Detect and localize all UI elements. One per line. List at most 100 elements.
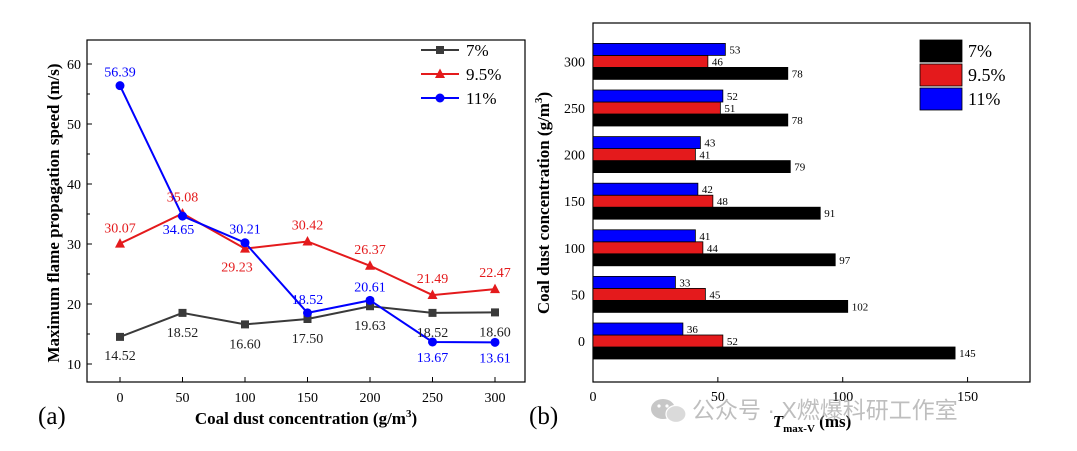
legend-marker-a	[435, 68, 445, 78]
data-label-a: 30.21	[229, 223, 261, 238]
bar-chart-panel: 0 50 100 150 200 250 300 0 50 100 150 145 102 97 91 7…	[529, 22, 1031, 435]
marker-circle	[115, 81, 125, 91]
marker-circle	[303, 308, 312, 318]
marker-circle	[365, 295, 375, 305]
data-label-a: 18.60	[479, 325, 511, 340]
marker-circle	[428, 337, 437, 347]
bar-1	[592, 241, 704, 255]
x-tick-label-b: 150	[957, 390, 978, 405]
bar-0	[592, 346, 956, 360]
y-tick-label-b: 250	[564, 102, 585, 117]
data-label-a: 20.61	[354, 280, 386, 295]
x-ticks-b: 0 50 100 150	[590, 377, 978, 405]
x-tick-label-b: 50	[711, 390, 725, 405]
data-label-a: 18.52	[292, 293, 324, 308]
bar-label: 91	[824, 208, 835, 220]
bar-0	[592, 253, 836, 267]
bar-1	[592, 55, 709, 68]
watermark: 公众号 · X燃爆科研工作室	[651, 397, 958, 424]
x-tick-label-b: 0	[590, 390, 597, 405]
y-tick-label-a: 10	[67, 358, 81, 373]
panel-label-a: (a)	[38, 403, 66, 430]
line-chart-panel: 0 50 100 150 200 250 300 10 20 30 40 50 60 14.52 18.…	[38, 39, 526, 430]
bar-label: 41	[699, 150, 710, 162]
data-label-a: 17.50	[292, 332, 324, 347]
bar-0	[592, 113, 789, 127]
legend-label-b: 7%	[968, 41, 992, 61]
bar-2	[592, 322, 684, 336]
bar-label: 33	[679, 277, 691, 289]
bar-label: 41	[699, 231, 710, 243]
y-tick-label-a: 40	[67, 178, 81, 193]
data-label-a: 30.07	[104, 222, 136, 237]
bar-label: 36	[687, 324, 699, 336]
data-label-a: 14.52	[104, 349, 136, 364]
watermark-text: 公众号 · X燃爆科研工作室	[692, 397, 958, 423]
legend-marker-a	[436, 46, 444, 54]
bar-label: 53	[729, 44, 741, 56]
legend-label-a: 11%	[466, 89, 497, 108]
data-label-a: 30.42	[292, 218, 324, 233]
y-tick-label-a: 20	[67, 298, 81, 313]
bar-2	[592, 43, 726, 56]
marker-square	[428, 308, 437, 317]
y-tick-label-b: 200	[564, 149, 585, 164]
bar-1	[592, 287, 706, 301]
bar-label: 102	[852, 301, 869, 313]
y-axis-title-b: Coal dust concentration (g/m3)	[533, 92, 553, 314]
marker-circle	[240, 238, 250, 248]
y-tick-label-b: 50	[571, 288, 585, 303]
data-label-a: 26.37	[354, 243, 386, 258]
x-tick-label-a: 300	[485, 391, 506, 406]
marker-square	[241, 320, 249, 329]
legend-marker-a	[435, 93, 445, 103]
legend-swatch-b	[919, 63, 963, 87]
data-label-a: 13.67	[417, 351, 449, 366]
y-tick-label-b: 100	[564, 242, 585, 257]
plot-frame-a	[86, 39, 526, 383]
bar-label: 43	[704, 138, 716, 150]
x-axis-title-a: Coal dust concentration (g/m3)	[195, 408, 417, 428]
bar-label: 51	[724, 103, 735, 115]
y-tick-label-b: 300	[564, 55, 585, 70]
marker-square	[178, 308, 187, 317]
legend-label-a: 7%	[466, 41, 489, 60]
data-label-a: 56.39	[104, 66, 136, 81]
x-tick-label-b: 100	[832, 390, 853, 405]
bar-1	[592, 194, 714, 208]
bar-label: 48	[717, 196, 729, 208]
wechat-icon	[651, 399, 687, 424]
x-tick-label-a: 50	[176, 391, 190, 406]
bars-b	[592, 43, 956, 360]
bar-2	[592, 229, 696, 243]
bar-0	[592, 206, 821, 220]
legend-label-b: 9.5%	[968, 65, 1006, 85]
bar-label: 145	[959, 348, 976, 360]
bar-label: 52	[727, 336, 738, 348]
data-label-a: 18.52	[167, 326, 199, 341]
bar-label: 45	[709, 289, 721, 301]
x-ticks-a: 0 50 100 150 200 250 300	[117, 377, 506, 406]
data-label-a: 21.49	[417, 272, 449, 287]
bar-1	[592, 334, 724, 348]
bar-2	[592, 136, 701, 150]
data-labels-a: 14.52 18.52 16.60 17.50 19.63 18.52 18.60 30.07…	[104, 66, 511, 367]
data-label-a: 29.23	[221, 261, 253, 276]
bar-0	[592, 299, 849, 313]
legend-label-a: 9.5%	[466, 65, 501, 84]
bar-label: 46	[712, 56, 724, 68]
x-axis-title-b: Tmax-V (ms)	[773, 412, 852, 435]
y-tick-label-b: 0	[578, 335, 585, 350]
data-label-a: 18.52	[417, 326, 449, 341]
legend-b: 7% 9.5% 11%	[919, 39, 1006, 111]
x-tick-label-a: 0	[117, 391, 124, 406]
marker-triangle	[115, 238, 125, 248]
marker-triangle	[490, 283, 500, 294]
bar-2	[592, 182, 699, 196]
legend-swatch-b	[919, 39, 963, 63]
bar-0	[592, 67, 789, 80]
marker-square	[303, 315, 312, 323]
data-label-a: 19.63	[354, 319, 386, 334]
data-label-a: 34.65	[163, 223, 195, 238]
x-tick-label-a: 200	[360, 391, 381, 406]
